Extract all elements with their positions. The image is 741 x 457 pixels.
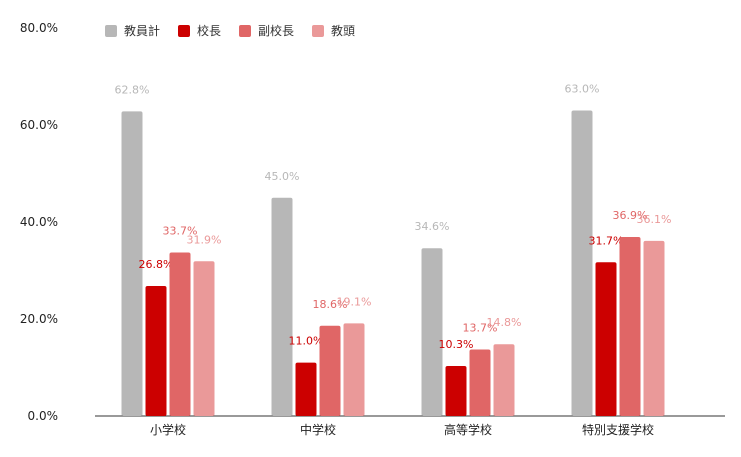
legend: 教員計 校長 副校長 教頭 [105, 22, 355, 39]
bar [571, 110, 593, 416]
bar [595, 262, 617, 416]
x-tick-label: 中学校 [300, 422, 336, 437]
data-label: 45.0% [265, 170, 300, 183]
data-label: 36.9% [613, 209, 648, 222]
bar [121, 111, 143, 417]
x-tick-label: 高等学校 [444, 422, 492, 437]
bar [319, 325, 341, 416]
data-label: 19.1% [337, 295, 372, 308]
bar [445, 366, 467, 416]
legend-label: 教頭 [331, 24, 356, 38]
bar [343, 323, 365, 416]
legend-swatch [105, 24, 117, 37]
legend-item: 教頭 [312, 22, 355, 39]
bar [469, 349, 491, 416]
y-tick-label: 0.0% [28, 409, 59, 423]
y-tick-label: 20.0% [20, 312, 58, 326]
data-label: 10.3% [439, 338, 474, 351]
data-label: 33.7% [163, 225, 198, 238]
data-label: 31.7% [589, 234, 624, 247]
data-label: 31.9% [187, 233, 222, 246]
legend-swatch [239, 24, 252, 37]
legend-label: 教員計 [124, 24, 161, 38]
bar [643, 240, 665, 416]
data-label: 26.8% [139, 258, 174, 271]
legend-swatch [312, 24, 325, 37]
legend-item: 教員計 [105, 22, 160, 39]
legend-label: 副校長 [258, 24, 295, 38]
data-label: 14.8% [487, 316, 522, 329]
bar [421, 248, 443, 416]
data-label: 11.0% [289, 335, 324, 348]
bar [169, 252, 191, 416]
data-label: 13.7% [463, 322, 498, 335]
legend-item: 副校長 [239, 22, 294, 39]
x-tick-label: 小学校 [150, 422, 186, 437]
bar [295, 362, 317, 416]
bar [145, 286, 167, 416]
y-tick-label: 60.0% [20, 118, 58, 132]
bar [619, 237, 641, 416]
data-label: 36.1% [637, 213, 672, 226]
data-label: 34.6% [415, 220, 450, 233]
y-tick-label: 40.0% [20, 215, 58, 229]
bar [493, 344, 515, 416]
x-tick-label: 特別支援学校 [582, 422, 654, 437]
legend-swatch [178, 24, 191, 37]
bar [271, 197, 293, 416]
legend-label: 校長 [197, 24, 222, 38]
data-label: 62.8% [115, 83, 150, 96]
y-tick-label: 80.0% [20, 21, 58, 35]
legend-item: 校長 [178, 22, 221, 39]
data-label: 18.6% [313, 298, 348, 311]
bar [193, 261, 215, 416]
data-label: 63.0% [565, 82, 600, 95]
